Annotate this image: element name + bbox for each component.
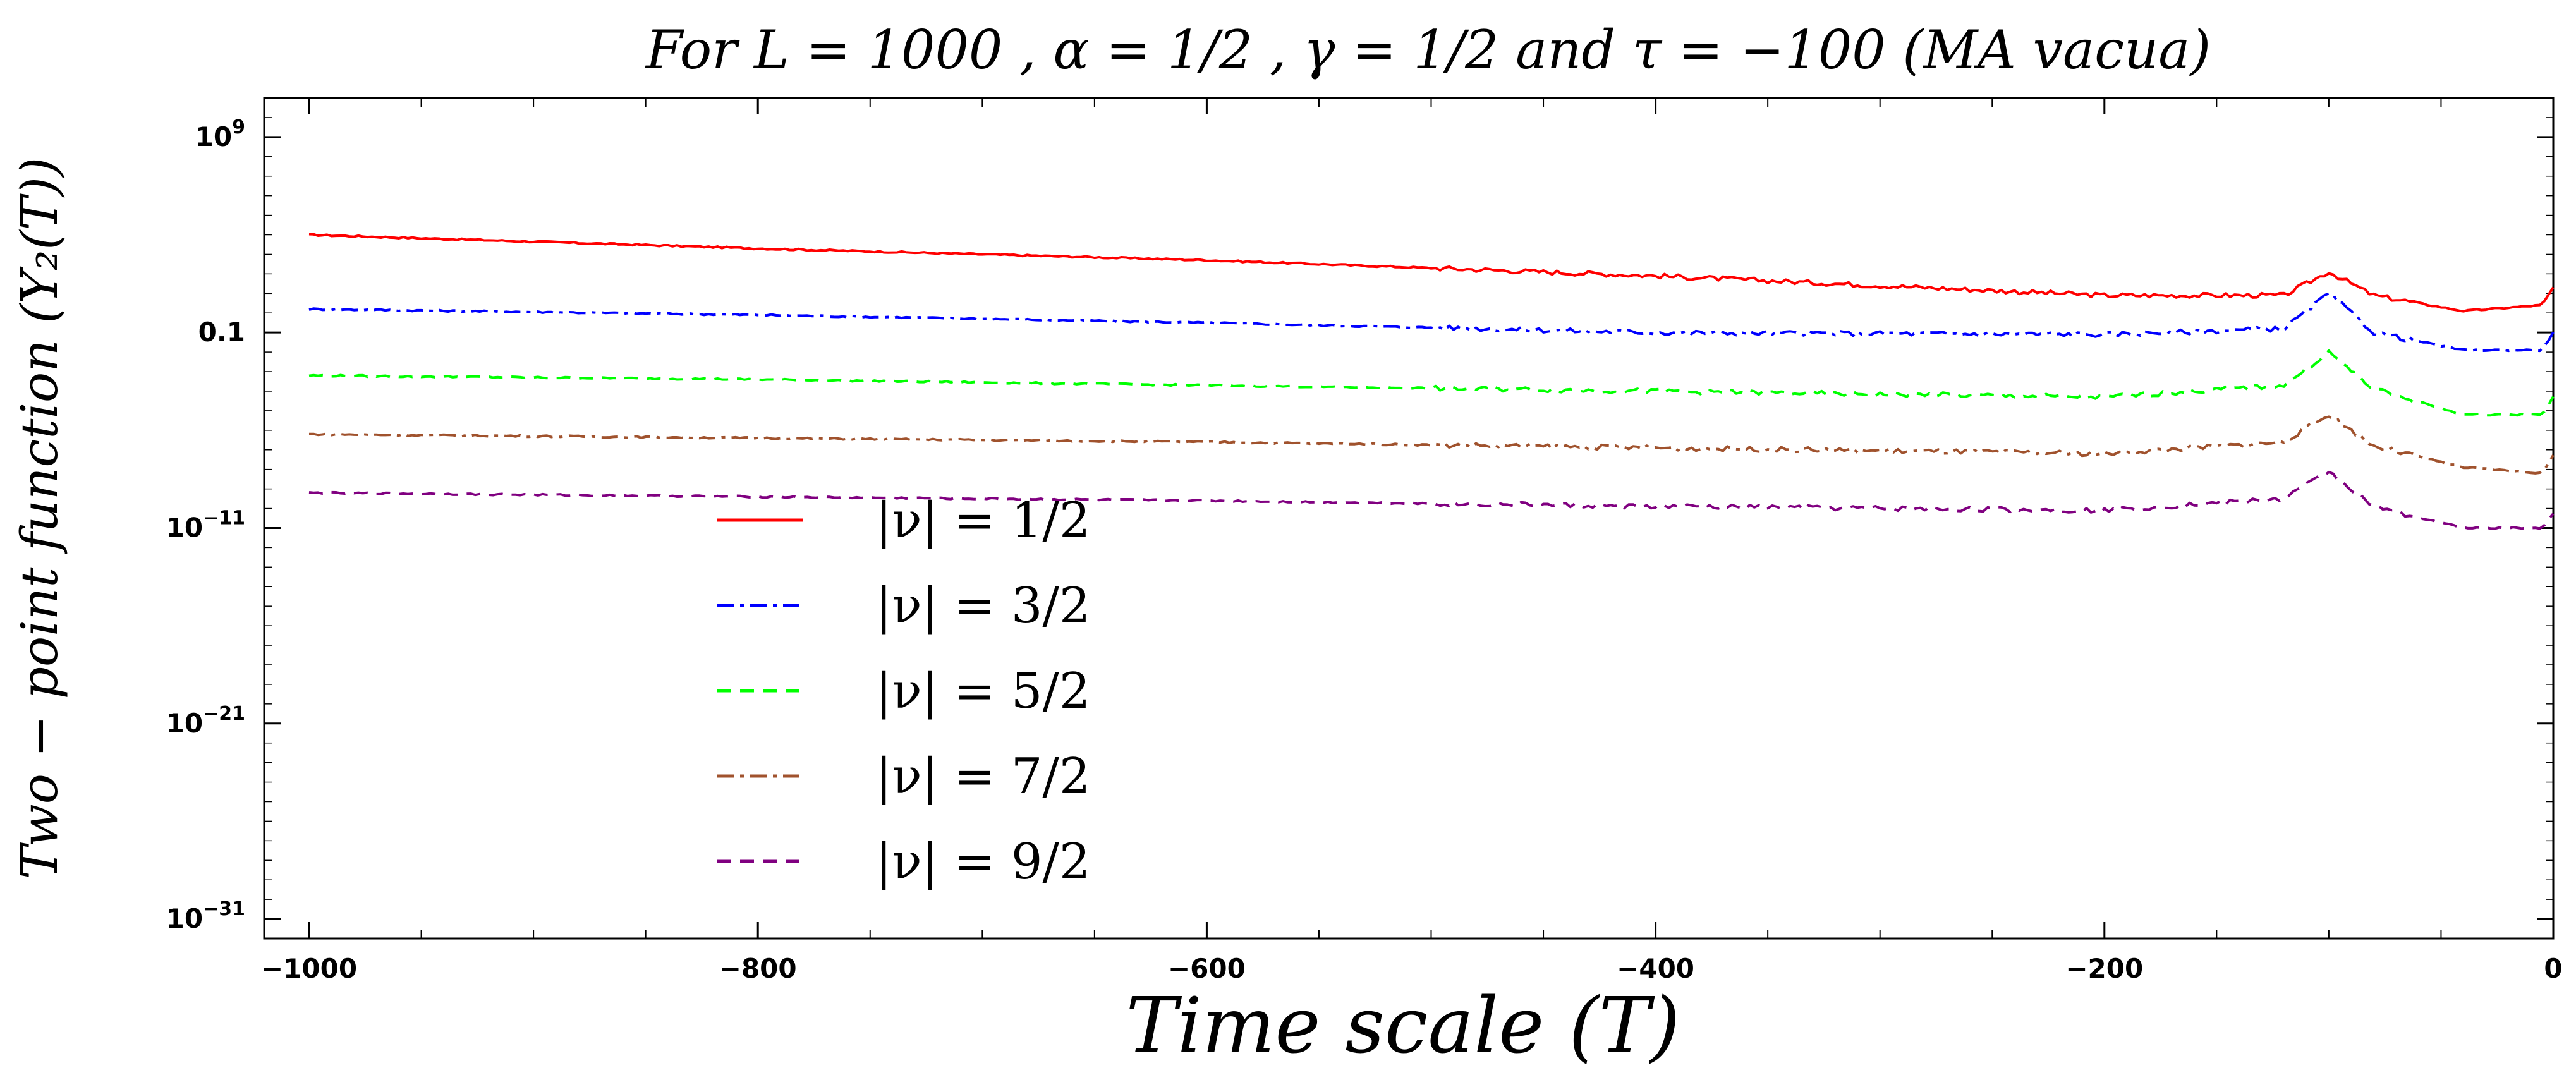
x-tick-label: −400 [1617, 953, 1694, 984]
plot-frame [263, 97, 2555, 940]
series-line-4 [308, 415, 2555, 475]
y-axis-label: Two − point function (Y₂(T)) [10, 157, 69, 880]
y-tick-label-base: 10 [166, 903, 203, 934]
y-tick-label: 109 [195, 116, 245, 152]
series-line-3 [308, 349, 2555, 417]
legend-label-4: |ν| = 7/2 [875, 748, 1090, 805]
y-tick-label-exponent: −31 [203, 898, 245, 920]
x-tick-label: −800 [719, 953, 797, 984]
legend-label-2: |ν| = 3/2 [875, 578, 1090, 635]
legend: |ν| = 1/2 |ν| = 3/2 |ν| = 5/2 |ν| = 7/2 |ν| … [717, 492, 1090, 890]
legend-label-3: |ν| = 5/2 [875, 663, 1090, 720]
series-line-1 [308, 233, 2555, 313]
legend-label-5: |ν| = 9/2 [875, 834, 1090, 890]
y-tick-label: 10−21 [166, 703, 245, 739]
series-line-2 [308, 292, 2555, 353]
y-tick-label-exponent: 9 [232, 116, 245, 138]
tick-layer: −1000 −800 −600 −400 −200 01090.110−1110−2110… [166, 97, 2563, 984]
legend-label-1: |ν| = 1/2 [875, 492, 1090, 549]
y-tick-label: 10−31 [166, 898, 245, 934]
chart-title: For L = 1000 , α = 1/2 , γ = 1/2 and τ =… [645, 19, 2211, 81]
y-tick-label: 10−11 [166, 507, 245, 543]
y-tick-label: 0.1 [198, 317, 245, 348]
series-layer [308, 233, 2555, 530]
x-tick-label: 0 [2544, 953, 2562, 984]
y-tick-label-base: 10 [166, 512, 203, 543]
x-tick-label: −600 [1168, 953, 1246, 984]
y-tick-label-base: 0.1 [198, 317, 245, 348]
y-tick-label-exponent: −21 [203, 703, 245, 725]
x-tick-label: −200 [2065, 953, 2143, 984]
x-tick-label: −1000 [261, 953, 357, 984]
y-tick-label-exponent: −11 [203, 507, 245, 529]
x-axis-label: Time scale (T) [1126, 981, 1680, 1071]
y-tick-label-base: 10 [166, 708, 203, 739]
y-tick-label-base: 10 [195, 121, 232, 152]
